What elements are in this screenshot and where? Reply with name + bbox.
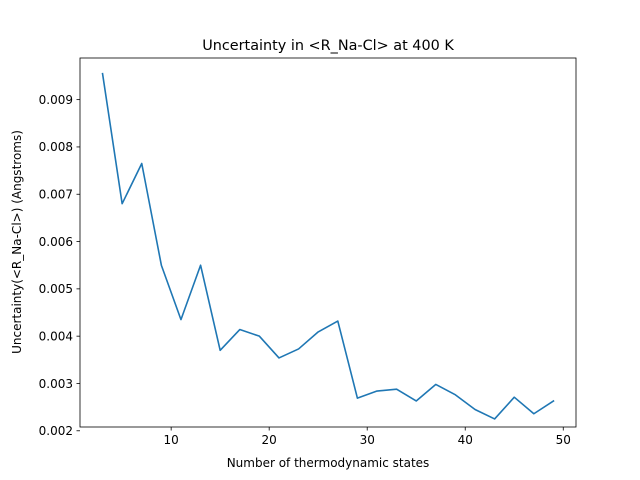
x-tick-label: 50 [556,433,571,447]
axes-frame [79,57,577,428]
y-tick-label: 0.006 [39,235,73,249]
y-tick-label: 0.008 [39,140,73,154]
x-tick-label: 20 [262,433,277,447]
y-tick-label: 0.005 [39,282,73,296]
x-axis-label: Number of thermodynamic states [227,456,430,470]
chart-title: Uncertainty in <R_Na-Cl> at 400 K [202,38,454,54]
y-axis: 0.002 0.003 0.004 0.005 0.006 0.007 0.008 0.009 [39,93,80,438]
y-tick-label: 0.003 [39,377,73,391]
y-tick-label: 0.007 [39,188,73,202]
x-axis: 10 20 30 40 50 [164,427,571,447]
y-tick-label: 0.002 [39,424,73,438]
y-tick-label: 0.004 [39,329,73,343]
series-layer [101,72,555,420]
x-tick-label: 10 [164,433,179,447]
y-tick-label: 0.009 [39,93,73,107]
series-line [101,72,555,420]
x-tick-label: 40 [458,433,473,447]
y-axis-label: Uncertainty(<R_Na-Cl>) (Angstroms) [10,130,24,354]
plot-area [79,57,577,428]
x-tick-label: 30 [360,433,375,447]
